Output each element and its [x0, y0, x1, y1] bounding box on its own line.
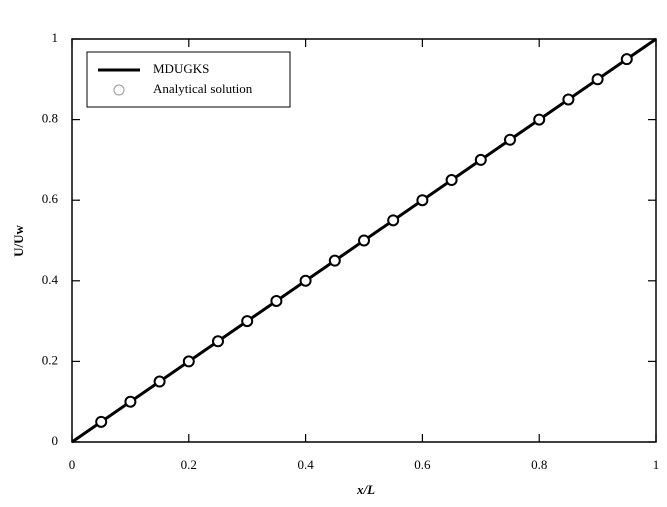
x-tick-label: 0.8	[531, 457, 547, 472]
plot-frame	[71, 38, 657, 443]
y-axis-label: U/Uw	[11, 225, 26, 257]
data-point	[153, 375, 166, 388]
x-tick-label: 1	[653, 457, 660, 472]
data-point	[445, 174, 458, 187]
legend-box	[86, 51, 291, 108]
y-tick-label: 0.4	[42, 272, 59, 287]
x-tick-label: 0	[69, 457, 76, 472]
y-tick-label: 1	[52, 30, 59, 45]
data-point	[241, 315, 254, 328]
data-point	[328, 254, 341, 267]
y-tick-label: 0.8	[42, 111, 58, 126]
data-point	[270, 294, 283, 307]
y-tick-label: 0	[52, 433, 59, 448]
legend-marker	[113, 84, 125, 96]
data-point	[212, 335, 224, 348]
data-point	[474, 153, 487, 166]
x-tick-label: 0.4	[297, 457, 314, 472]
data-point	[358, 234, 370, 247]
legend-label: MDUGKS	[153, 61, 209, 76]
data-point	[95, 415, 108, 428]
y-tick-label: 0.2	[42, 352, 58, 367]
data-point	[124, 395, 137, 408]
x-tick-label: 0.2	[181, 457, 197, 472]
legend-label: Analytical solution	[153, 81, 253, 96]
data-point	[387, 214, 400, 227]
data-point	[299, 274, 312, 287]
data-point	[620, 53, 633, 66]
y-tick-label: 0.6	[42, 191, 59, 206]
data-point	[416, 194, 429, 207]
data-point	[182, 355, 195, 368]
data-point	[562, 93, 575, 106]
x-tick-label: 0.6	[414, 457, 431, 472]
x-axis-label: x/L	[356, 482, 375, 497]
data-point	[504, 133, 516, 146]
data-point	[533, 113, 546, 126]
data-point	[591, 73, 604, 86]
